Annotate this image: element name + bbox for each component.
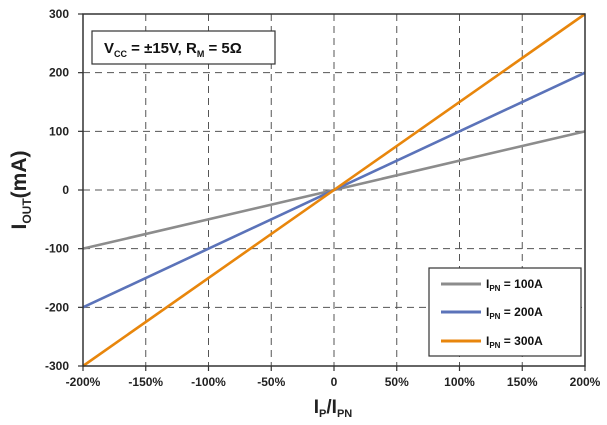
x-tick-label: 100% bbox=[444, 375, 475, 389]
legend-item-200: IPN = 200A bbox=[441, 305, 543, 321]
y-axis-label: IOUT(mA) bbox=[8, 150, 34, 229]
y-axis-label-subscript: OUT bbox=[20, 198, 34, 224]
legend-label-value: = 300A bbox=[500, 334, 543, 348]
x-axis-label-main: I bbox=[314, 397, 319, 418]
annotation-subscript: CC bbox=[114, 49, 127, 59]
x-tick-label: -150% bbox=[128, 375, 163, 389]
annotation-text: VCC = ±15V, RM = 5Ω bbox=[104, 40, 242, 59]
x-tick-label: 50% bbox=[385, 375, 409, 389]
x-tick-label: -100% bbox=[191, 375, 226, 389]
y-tick-label: -300 bbox=[45, 359, 69, 373]
x-tick-label: -200% bbox=[66, 375, 101, 389]
x-axis-label-subscript: P bbox=[319, 408, 326, 420]
x-tick-label: 150% bbox=[507, 375, 538, 389]
y-tick-label: -100 bbox=[45, 242, 69, 256]
legend-label-main: I bbox=[486, 334, 489, 348]
legend-label-main: I bbox=[486, 277, 489, 291]
x-axis-label-subscript: PN bbox=[337, 408, 352, 420]
x-tick-label: -50% bbox=[257, 375, 285, 389]
series-lines bbox=[82, 12, 586, 368]
x-tick-label: 200% bbox=[570, 375, 601, 389]
annotation-part: = 5Ω bbox=[204, 40, 241, 57]
y-tick-label: 200 bbox=[49, 66, 69, 80]
legend: IPN = 100A IPN = 200A IPN = 300A bbox=[428, 267, 582, 357]
x-tick-label: 0 bbox=[331, 375, 338, 389]
x-axis-label-mid: /I bbox=[326, 397, 337, 418]
y-tick-label: -200 bbox=[45, 300, 69, 314]
annotation-box bbox=[91, 30, 276, 65]
legend-label-subscript: PN bbox=[489, 341, 500, 350]
legend-label-main: I bbox=[486, 305, 489, 319]
x-axis-label: IP/IPN bbox=[314, 397, 353, 420]
y-tick-label: 0 bbox=[62, 183, 69, 197]
annotation-part: V bbox=[104, 40, 114, 57]
y-tick-label: 300 bbox=[49, 7, 69, 21]
legend-label-value: = 200A bbox=[500, 305, 543, 319]
legend-item-100: IPN = 100A bbox=[441, 277, 543, 293]
legend-label-value: = 100A bbox=[500, 277, 543, 291]
legend-item-300: IPN = 300A bbox=[441, 334, 543, 350]
y-axis-label-unit: (mA) bbox=[8, 150, 31, 198]
legend-label-subscript: PN bbox=[489, 284, 500, 293]
tick-labels: -200% -150% -100% -50% 0 50% 100% 150% 200% 300 20… bbox=[45, 7, 601, 389]
legend-label-300: IPN = 300A bbox=[486, 334, 543, 350]
legend-label-200: IPN = 200A bbox=[486, 305, 543, 321]
legend-label-100: IPN = 100A bbox=[486, 277, 543, 293]
series-line-300 bbox=[82, 12, 586, 368]
annotation-subscript: M bbox=[197, 49, 205, 59]
y-tick-label: 100 bbox=[49, 124, 69, 138]
legend-label-subscript: PN bbox=[489, 312, 500, 321]
conditions-annotation: VCC = ±15V, RM = 5Ω bbox=[91, 30, 276, 65]
y-axis-label-main: I bbox=[8, 224, 31, 230]
annotation-part: = ±15V, R bbox=[127, 40, 197, 57]
